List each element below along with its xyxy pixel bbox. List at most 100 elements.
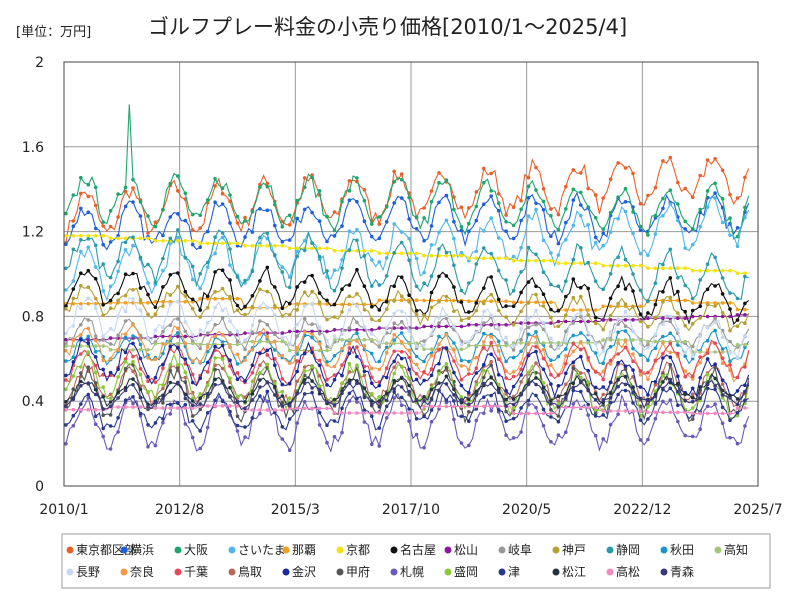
- data-point: [183, 370, 188, 375]
- data-point: [71, 234, 76, 238]
- series-line: [65, 191, 750, 251]
- data-point: [220, 308, 225, 313]
- data-point: [728, 435, 732, 440]
- data-point: [190, 380, 195, 385]
- data-point: [452, 285, 456, 289]
- data-point: [138, 337, 143, 341]
- data-point: [556, 284, 561, 289]
- data-point: [190, 239, 195, 243]
- data-point: [198, 429, 202, 433]
- data-point: [273, 393, 277, 397]
- data-point: [556, 346, 561, 351]
- legend-marker: [444, 568, 452, 576]
- data-point: [474, 371, 479, 375]
- data-point: [295, 198, 300, 203]
- data-point: [101, 313, 105, 318]
- data-point: [467, 229, 471, 234]
- data-point: [452, 195, 456, 199]
- data-point: [690, 296, 695, 301]
- data-point: [608, 362, 613, 366]
- data-point: [511, 341, 516, 345]
- data-point: [564, 184, 568, 189]
- data-point: [638, 288, 643, 293]
- legend-item: 千葉: [174, 565, 208, 579]
- data-point: [601, 398, 605, 402]
- legend-marker: [444, 546, 452, 554]
- data-point: [429, 367, 434, 371]
- data-point: [534, 252, 538, 257]
- data-point: [108, 275, 113, 280]
- data-point: [683, 323, 687, 328]
- data-point: [213, 356, 217, 360]
- data-point: [310, 289, 314, 294]
- legend-marker: [498, 546, 506, 554]
- data-point: [79, 238, 83, 242]
- data-point: [273, 363, 277, 368]
- data-point: [728, 192, 732, 197]
- data-point: [511, 205, 516, 209]
- data-point: [280, 408, 285, 412]
- data-point: [161, 383, 165, 387]
- data-point: [653, 358, 658, 363]
- data-point: [720, 276, 725, 280]
- data-point: [392, 180, 397, 184]
- data-point: [646, 437, 650, 442]
- data-point: [101, 242, 105, 247]
- data-point: [474, 343, 479, 348]
- data-point: [482, 202, 486, 206]
- data-point: [601, 338, 605, 342]
- data-point: [161, 420, 165, 425]
- data-point: [579, 405, 583, 410]
- data-point: [71, 374, 76, 378]
- data-point: [213, 270, 217, 274]
- x-tick-label: 2025/7: [733, 502, 782, 518]
- legend-label: 千葉: [184, 565, 208, 579]
- data-point: [683, 350, 687, 355]
- data-point: [123, 332, 128, 337]
- legend-marker: [552, 568, 560, 576]
- data-point: [728, 396, 732, 400]
- legend-label: 高知: [724, 542, 748, 557]
- data-point: [362, 249, 367, 253]
- data-point: [332, 434, 337, 439]
- data-point: [79, 283, 83, 288]
- data-point: [64, 359, 68, 363]
- data-point: [332, 288, 337, 293]
- data-point: [720, 393, 725, 397]
- data-point: [459, 288, 464, 293]
- x-tick-label: 2022/12: [613, 502, 671, 518]
- legend-label: 名古屋: [400, 542, 436, 557]
- data-point: [280, 219, 285, 224]
- legend-item: 青森: [660, 564, 694, 579]
- data-point: [362, 284, 367, 289]
- data-point: [743, 383, 747, 388]
- data-point: [623, 329, 628, 333]
- data-point: [190, 406, 195, 410]
- data-point: [317, 300, 322, 304]
- data-point: [601, 327, 605, 332]
- data-point: [526, 196, 531, 200]
- data-point: [683, 339, 687, 344]
- data-point: [593, 405, 598, 410]
- data-point: [176, 174, 180, 178]
- data-point: [489, 299, 494, 304]
- data-point: [123, 388, 128, 393]
- data-point: [444, 218, 449, 223]
- legend-label: 甲府: [346, 564, 370, 579]
- data-point: [168, 300, 173, 304]
- data-point: [564, 279, 568, 284]
- data-point: [444, 365, 449, 370]
- data-point: [728, 307, 732, 311]
- data-point: [698, 385, 702, 389]
- data-point: [347, 381, 352, 385]
- data-point: [459, 300, 464, 304]
- data-point: [519, 380, 523, 384]
- data-point: [392, 311, 397, 316]
- data-point: [280, 382, 285, 387]
- data-point: [243, 347, 247, 352]
- data-point: [668, 363, 673, 367]
- data-point: [489, 251, 494, 256]
- data-point: [623, 263, 628, 268]
- data-point: [720, 335, 725, 340]
- data-point: [579, 347, 583, 352]
